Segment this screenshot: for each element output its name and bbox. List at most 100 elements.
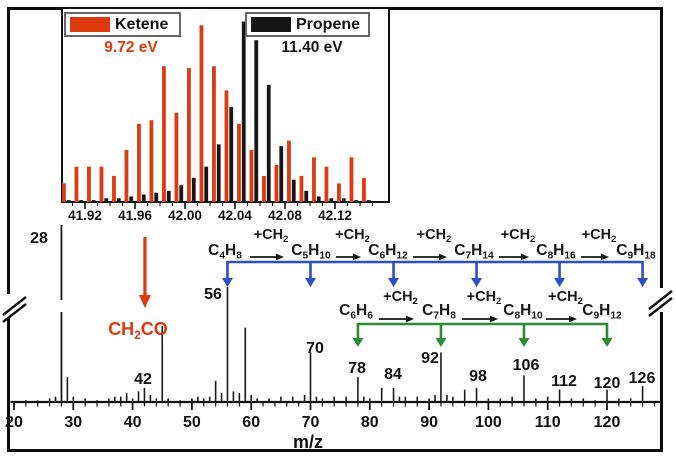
aromatic-species-label-C9H12: C9H12 (582, 302, 622, 321)
aromatic-chain-arrow-92-head (435, 338, 447, 347)
axis-break-right (648, 290, 673, 310)
propene-swatch-icon (251, 17, 291, 32)
inset-bar-propene (166, 190, 171, 202)
x-tick-label: 110 (535, 414, 561, 431)
inset-bar-ketene (199, 25, 204, 202)
reaction-arrow-icon-head (601, 253, 609, 261)
inset-bar-ketene (62, 183, 66, 202)
alkene-species-label-C5H10: C5H10 (291, 242, 331, 261)
inset-x-tick-label: 42.00 (168, 208, 202, 223)
inset-bar-ketene (337, 183, 341, 202)
reaction-arrow-icon-head (569, 315, 577, 323)
x-tick-label: 100 (475, 414, 502, 431)
peak-label-112: 112 (551, 373, 577, 390)
inset-bar-ketene (212, 66, 216, 202)
alkene-species-label-C4H8: C4H8 (208, 242, 242, 261)
peak-label-70: 70 (306, 340, 324, 357)
inset-bar-ketene (224, 90, 229, 202)
x-tick-label: 80 (361, 414, 379, 431)
alkene-species-label-C6H12: C6H12 (368, 242, 408, 261)
alkene-chain-arrow-112-head (554, 278, 566, 287)
inset-bar-ketene (287, 140, 291, 202)
x-tick-label: 70 (302, 414, 320, 431)
peak-label-42: 42 (134, 371, 152, 388)
x-tick-label: 120 (594, 414, 621, 431)
legend-ketene: Ketene (64, 12, 181, 37)
inset-bar-ketene (362, 177, 366, 202)
inset-bar-ketene (74, 166, 79, 202)
inset-bar-ketene (99, 166, 104, 202)
ch2co-label: CH2CO (108, 319, 168, 342)
ketene-swatch-icon (70, 17, 110, 32)
aromatic-chain-arrow-78-head (352, 338, 364, 347)
inset-bar-propene (79, 200, 84, 202)
alkene-species-label-C9H18: C9H18 (616, 242, 656, 261)
inset-bar-ketene (249, 149, 254, 202)
peak-label-56: 56 (204, 286, 222, 303)
inset-x-tick-label: 42.04 (218, 208, 252, 223)
axis-break-left (2, 303, 27, 323)
inset-bar-propene (354, 200, 359, 202)
inset-bar-propene (291, 179, 296, 202)
inset-bar-propene (154, 192, 159, 202)
inset-x-tick-label: 41.92 (68, 208, 102, 223)
inset-bar-propene (241, 21, 246, 202)
inset-bar-propene (254, 40, 259, 203)
peak-label-78: 78 (348, 360, 366, 377)
x-tick-label: 60 (242, 414, 260, 431)
peak-label-126: 126 (629, 370, 656, 387)
inset-bar-propene (279, 146, 284, 202)
inset-bar-propene (179, 185, 184, 202)
alkene-chain-arrow-126-head (637, 278, 649, 287)
plus-ch2-label: +CH2 (383, 289, 418, 307)
plus-ch2-label: +CH2 (417, 227, 452, 245)
inset-bar-propene (116, 198, 121, 202)
inset-bar-ketene (274, 164, 279, 202)
inset-bar-ketene (162, 66, 166, 202)
x-tick-label: 30 (64, 414, 82, 431)
inset-bar-propene (229, 107, 234, 202)
x-tick-label: 40 (124, 414, 142, 431)
aromatic-species-label-C7H8: C7H8 (422, 302, 456, 321)
inset-bar-propene (66, 200, 71, 202)
reaction-arrow-icon-head (490, 315, 498, 323)
alkene-chain-arrow-84-head (388, 278, 400, 287)
aromatic-chain-arrow-106-head (518, 338, 530, 347)
aromatic-species-label-C8H10: C8H10 (503, 302, 543, 321)
inset-bar-propene (304, 190, 309, 202)
inset-bar-propene (129, 196, 134, 202)
inset-bar-ketene (299, 175, 304, 202)
inset-bar-ketene (149, 120, 154, 202)
inset-bar-propene (366, 200, 371, 202)
mz-axis-label: m/z (292, 432, 323, 452)
x-tick-label: 20 (5, 414, 23, 431)
plus-ch2-label: +CH2 (548, 289, 583, 307)
inset-bar-ketene (349, 157, 354, 202)
inset-bar-propene (104, 198, 109, 202)
inset-bar-propene (91, 200, 96, 202)
peak-label-92: 92 (421, 350, 439, 367)
ketene-arrow-head (138, 295, 151, 308)
propene-energy-label: 11.40 eV (281, 39, 343, 56)
x-tick-label: 50 (183, 414, 201, 431)
alkene-species-label-C7H14: C7H14 (454, 242, 494, 261)
peak-label-120: 120 (594, 375, 621, 392)
inset-bar-ketene (237, 123, 241, 202)
axis-break-right (648, 297, 673, 317)
inset-bar-propene (266, 84, 271, 202)
inset-bar-propene (341, 198, 346, 202)
inset-bar-ketene (324, 166, 329, 202)
aromatic-species-label-C6H6: C6H6 (339, 302, 373, 321)
inset-bar-ketene (87, 166, 91, 202)
plus-ch2-label: +CH2 (254, 227, 289, 245)
reaction-arrow-icon-head (521, 253, 529, 261)
plus-ch2-label: +CH2 (582, 227, 617, 245)
plus-ch2-label: +CH2 (501, 227, 536, 245)
aromatic-chain-arrow-120-head (601, 338, 613, 347)
ketene-energy-label: 9.72 eV (104, 39, 158, 56)
inset-bar-propene (204, 166, 209, 202)
peak-label-98: 98 (469, 368, 487, 385)
reaction-arrow-icon-head (406, 315, 414, 323)
